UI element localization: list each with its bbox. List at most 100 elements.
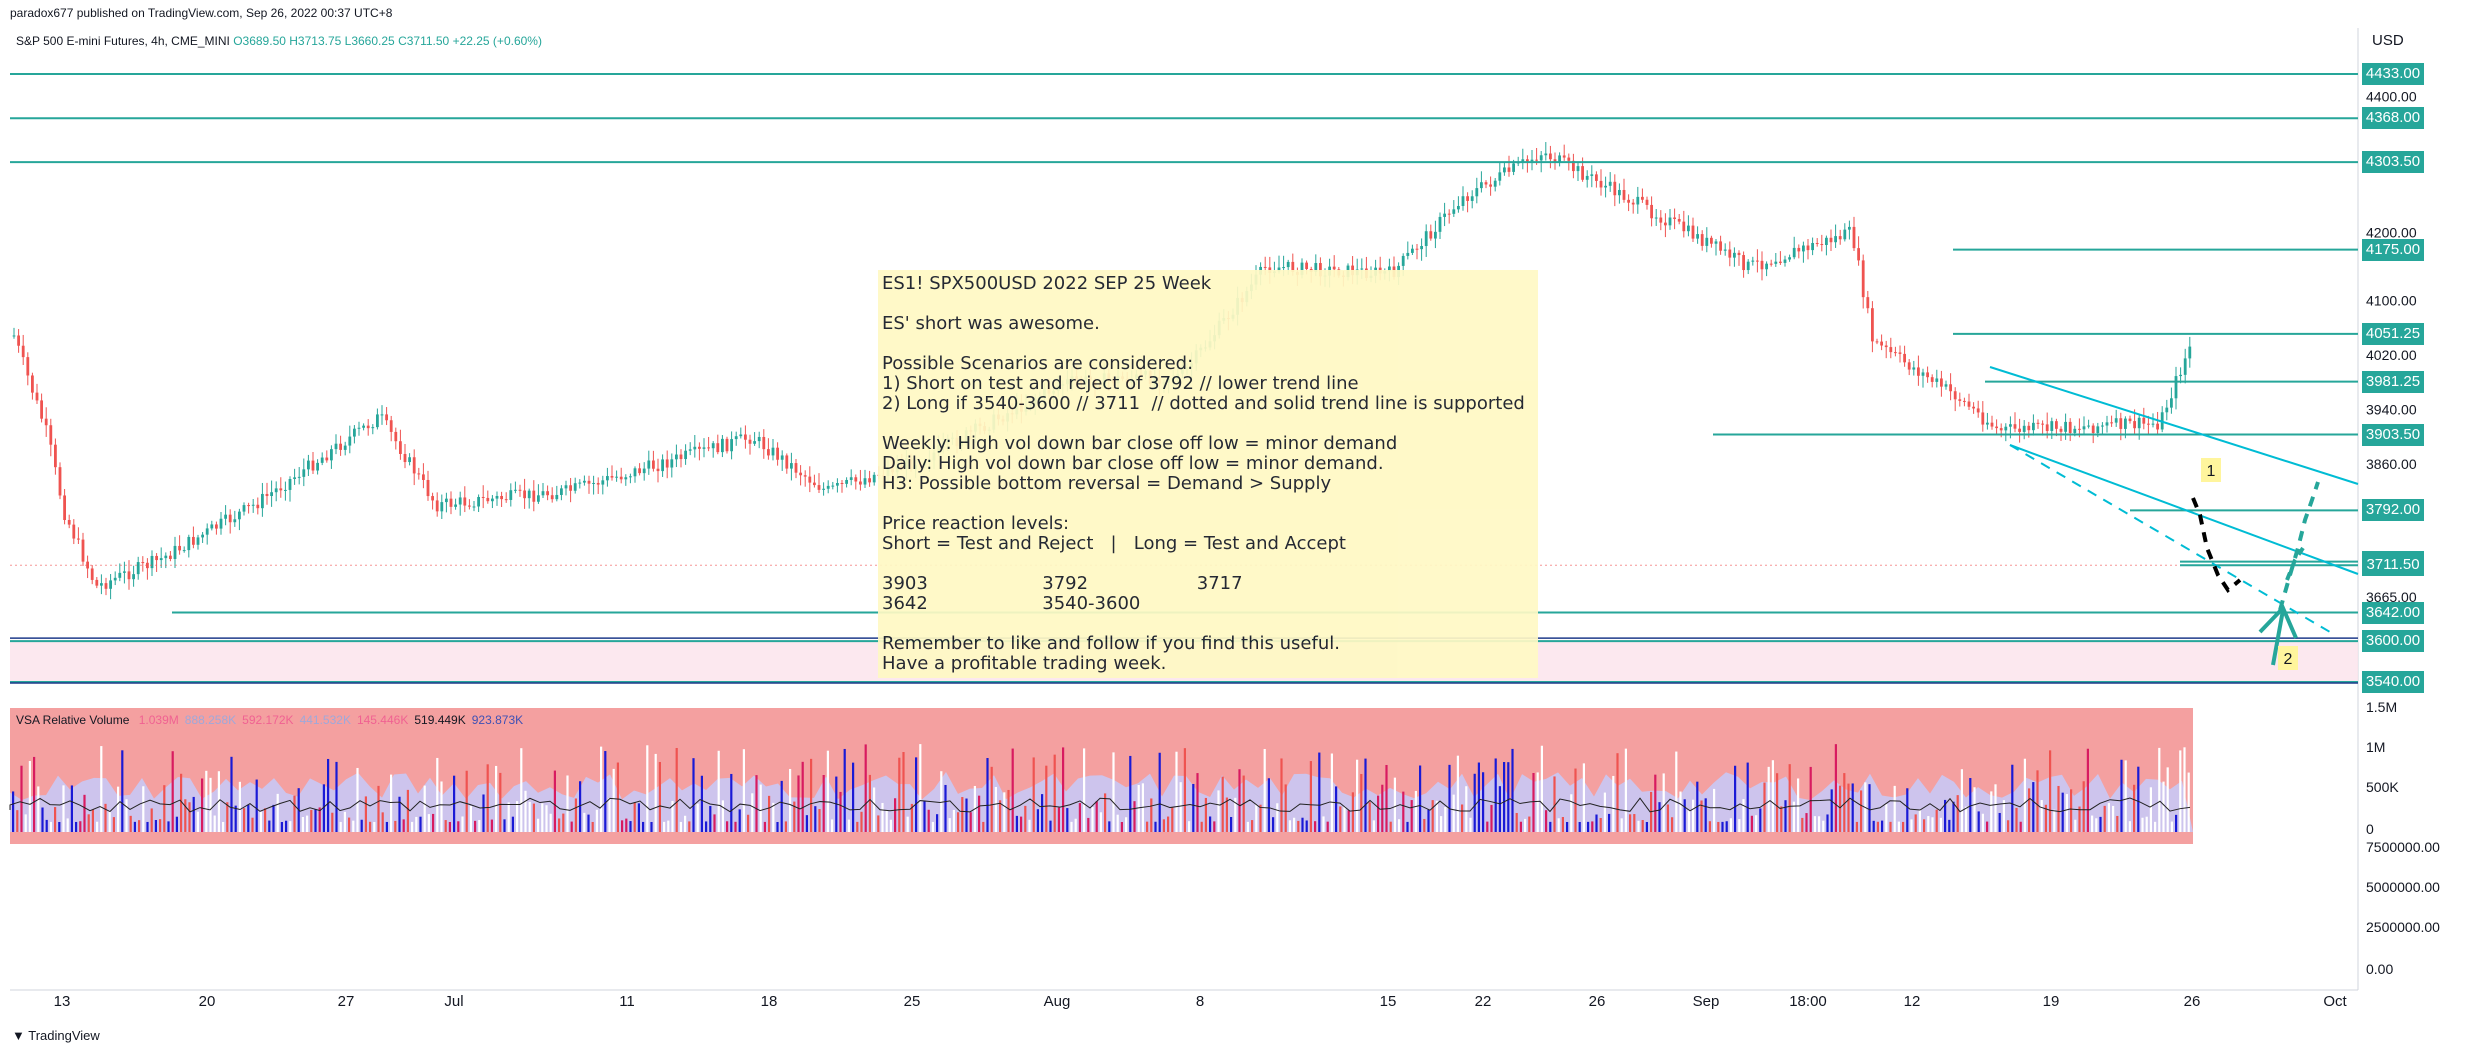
candle-body bbox=[1668, 217, 1672, 226]
candle-body bbox=[1972, 406, 1975, 409]
volume-bar bbox=[2154, 821, 2157, 832]
candle-body bbox=[1958, 399, 1962, 401]
volume-bar bbox=[902, 752, 905, 832]
volume-bar bbox=[1456, 755, 1459, 832]
volume-bar bbox=[873, 787, 876, 832]
candle-body bbox=[1521, 159, 1525, 162]
candle-body bbox=[1641, 196, 1644, 200]
candle-body bbox=[2170, 398, 2173, 408]
volume-bar bbox=[1990, 791, 1993, 832]
volume-bar bbox=[37, 786, 40, 832]
candle-body bbox=[132, 574, 135, 580]
candle-body bbox=[587, 480, 591, 484]
volume-bar bbox=[692, 758, 695, 832]
volume-bar bbox=[549, 813, 552, 832]
volume-bar bbox=[1116, 814, 1119, 832]
volume-bar bbox=[1427, 809, 1430, 832]
volume-bar bbox=[2170, 821, 2173, 832]
candle-body bbox=[638, 468, 641, 474]
volume-bar bbox=[978, 795, 981, 832]
volume-bar bbox=[129, 815, 132, 832]
volume-bar bbox=[1532, 772, 1535, 832]
volume-bar bbox=[1234, 797, 1237, 832]
volume-bar bbox=[579, 781, 582, 832]
volume-bar bbox=[1414, 790, 1417, 832]
volume-bar bbox=[2078, 806, 2081, 832]
volume-bar bbox=[1734, 765, 1737, 832]
candle-body bbox=[1599, 180, 1603, 188]
candle-body bbox=[1765, 263, 1768, 270]
volume-bar bbox=[159, 819, 162, 832]
candle-body bbox=[2133, 421, 2136, 429]
candle-body bbox=[845, 479, 848, 484]
candle-body bbox=[256, 504, 260, 509]
volume-bar bbox=[1351, 792, 1354, 832]
volume-bar bbox=[1398, 819, 1401, 832]
candle-body bbox=[2165, 407, 2169, 413]
volume-bar bbox=[1755, 815, 1758, 832]
volume-bar bbox=[2070, 789, 2073, 832]
candle-body bbox=[748, 439, 752, 444]
volume-bar bbox=[747, 814, 750, 832]
volume-bar bbox=[2187, 772, 2190, 832]
volume-bar bbox=[1377, 795, 1380, 832]
volume-bar bbox=[1120, 821, 1123, 832]
note-line: 2) Long if 3540-3600 // 3711 // dotted a… bbox=[882, 393, 1525, 414]
candle-body bbox=[2064, 421, 2067, 432]
volume-bar bbox=[163, 785, 166, 832]
volume-bar bbox=[772, 802, 775, 832]
volume-bar bbox=[1994, 784, 1997, 832]
candle-body bbox=[1861, 260, 1865, 298]
volume-bar bbox=[1259, 804, 1262, 832]
candle-body bbox=[1503, 167, 1506, 173]
volume-bar bbox=[1288, 820, 1291, 832]
trend-drawings[interactable]: 12 bbox=[1989, 366, 2359, 670]
volume-bar bbox=[474, 820, 477, 832]
candle-body bbox=[100, 583, 103, 586]
volume-bar bbox=[1515, 812, 1518, 832]
volume-bar bbox=[864, 744, 867, 832]
volume-bar bbox=[1486, 821, 1489, 832]
volume-bar bbox=[104, 803, 107, 832]
candle-body bbox=[1838, 236, 1842, 240]
candle-body bbox=[2036, 422, 2040, 424]
volume-bar bbox=[1372, 820, 1375, 832]
volume-bar bbox=[709, 805, 712, 832]
analysis-note[interactable]: ES1! SPX500USD 2022 SEP 25 Week ES' shor… bbox=[878, 270, 1538, 678]
volume-axis-label: 1.5M bbox=[2366, 699, 2397, 715]
volume-bar bbox=[570, 821, 573, 832]
volume-bar bbox=[133, 821, 136, 832]
candle-body bbox=[1291, 261, 1295, 272]
candle-body bbox=[1723, 249, 1727, 251]
volume-bar bbox=[1057, 807, 1060, 832]
volume-bar bbox=[1935, 809, 1938, 832]
volume-bar bbox=[1011, 748, 1014, 832]
candle-body bbox=[1710, 237, 1713, 244]
volume-bar bbox=[948, 818, 951, 832]
volume-bar bbox=[293, 795, 296, 832]
candle-body bbox=[63, 495, 66, 520]
volume-bar bbox=[503, 819, 506, 832]
candle-body bbox=[293, 477, 296, 479]
volume-bar bbox=[289, 821, 292, 832]
candle-body bbox=[1751, 260, 1755, 262]
candle-body bbox=[173, 545, 177, 559]
volume-bar bbox=[1276, 803, 1279, 832]
volume-bar bbox=[1473, 773, 1476, 832]
candle-body bbox=[353, 428, 356, 437]
candle-body bbox=[647, 460, 651, 469]
volume-bar bbox=[528, 801, 531, 832]
candle-body bbox=[702, 447, 706, 449]
candle-body bbox=[1756, 260, 1759, 262]
volume-bar bbox=[2175, 814, 2178, 832]
volume-bar bbox=[919, 744, 922, 832]
candle-body bbox=[1604, 185, 1607, 188]
candle-body bbox=[330, 449, 333, 461]
volume-bar bbox=[1839, 785, 1842, 832]
volume-bar bbox=[2065, 794, 2068, 832]
candle-body bbox=[1447, 213, 1451, 215]
volume-bar bbox=[1511, 748, 1514, 832]
volume-bar bbox=[1671, 817, 1674, 832]
volume-bar bbox=[1448, 764, 1451, 832]
